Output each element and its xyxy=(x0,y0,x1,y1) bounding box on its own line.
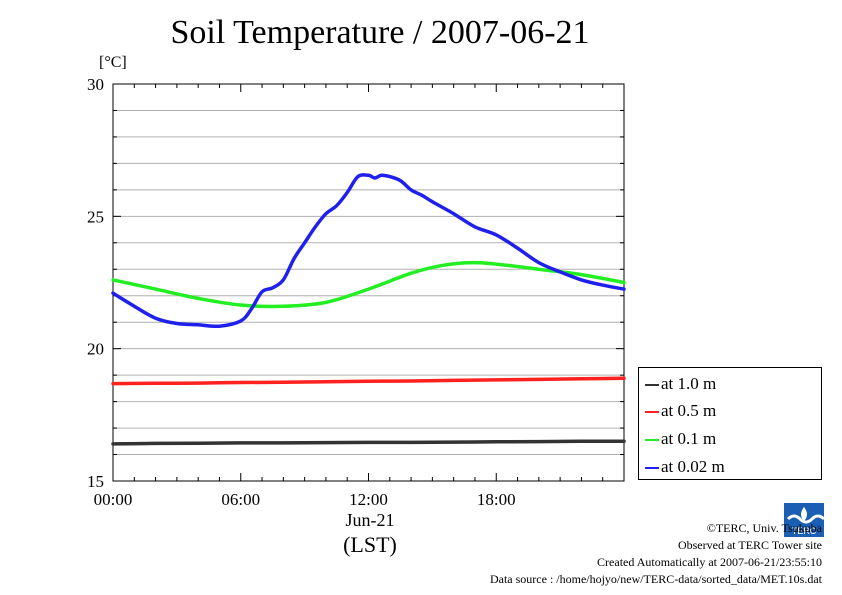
series-line-05m xyxy=(111,376,626,386)
credit-site: Observed at TERC Tower site xyxy=(677,538,822,552)
plot-frame xyxy=(112,83,625,482)
credits-block: ©TERC, Univ. Tsukuba Observed at TERC To… xyxy=(490,520,822,588)
legend-label-01m: at 0.1 m xyxy=(661,429,717,448)
legend-label-1m: at 1.0 m xyxy=(661,374,717,393)
x-tick-label-3: 18:00 xyxy=(477,490,516,509)
x-axis-timezone-label: (LST) xyxy=(343,532,397,557)
x-tick-label-2: 12:00 xyxy=(349,490,388,509)
x-axis-date-label: Jun-21 xyxy=(345,510,395,530)
y-tick-label-20: 20 xyxy=(87,340,104,359)
legend-label-05m: at 0.5 m xyxy=(661,401,717,420)
terc-logo: TERC xyxy=(784,503,824,537)
logo-text: TERC xyxy=(792,526,817,536)
x-tick-label-0: 00:00 xyxy=(94,490,133,509)
y-tick-label-25: 25 xyxy=(87,207,104,226)
legend-swatch-05m xyxy=(645,411,659,413)
legend-label-002m: at 0.02 m xyxy=(661,457,725,476)
credit-source: Data source : /home/hojyo/new/TERC-data/… xyxy=(489,572,822,586)
y-tick-label-15: 15 xyxy=(87,472,104,491)
y-axis-unit: [°C] xyxy=(99,54,127,71)
credit-created: Created Automatically at 2007-06-21/23:5… xyxy=(597,555,822,569)
chart-title: Soil Temperature / 2007-06-21 xyxy=(170,14,590,51)
x-tick-label-1: 06:00 xyxy=(221,490,260,509)
legend: at 1.0 m at 0.5 m at 0.1 m at 0.02 m xyxy=(638,367,822,480)
series-line-002m xyxy=(111,173,626,329)
y-tick-label-30: 30 xyxy=(87,75,104,94)
series-line-01m xyxy=(111,260,626,309)
legend-swatch-002m xyxy=(645,467,659,469)
credit-copyright: ©TERC, Univ. Tsukuba xyxy=(706,521,822,535)
series-line-1m xyxy=(111,439,626,446)
legend-swatch-1m xyxy=(645,384,659,386)
legend-swatch-01m xyxy=(645,439,659,441)
